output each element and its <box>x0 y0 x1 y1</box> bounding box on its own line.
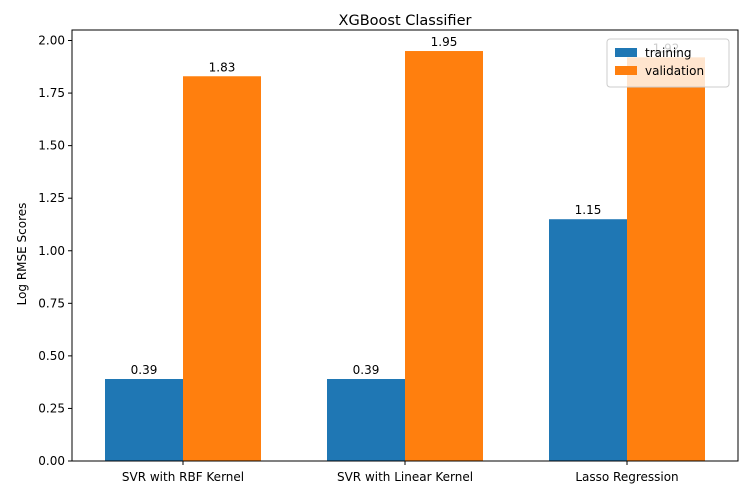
bar-value-label: 0.39 <box>353 363 380 377</box>
bar-training <box>327 379 405 461</box>
bar-value-label: 1.15 <box>575 203 602 217</box>
bar-validation <box>627 57 705 462</box>
plot-area: 0.00 0.25 0.50 0.75 1.00 1.25 1.50 1.75 2.00 0.39… <box>38 29 739 484</box>
plot-frame <box>71 29 739 462</box>
bar-training <box>549 219 627 461</box>
legend-box <box>606 38 730 88</box>
y-axis-label: Log RMSE Scores <box>15 203 29 306</box>
y-tick-label: 0.50 <box>38 349 65 363</box>
y-tick-label: 2.00 <box>38 34 65 48</box>
x-tick-label: SVR with Linear Kernel <box>337 470 473 484</box>
x-tick-label: Lasso Regression <box>575 470 678 484</box>
y-tick-label: 1.00 <box>38 244 65 258</box>
x-tick-label: SVR with RBF Kernel <box>122 470 244 484</box>
legend-swatch-training <box>615 48 637 57</box>
y-tick-label: 0.25 <box>38 401 65 415</box>
y-tick-label: 1.25 <box>38 191 65 205</box>
y-tick-label: 1.50 <box>38 139 65 153</box>
y-tick-label: 0.75 <box>38 296 65 310</box>
bar-validation <box>183 76 261 461</box>
legend-label-validation: validation <box>645 64 704 78</box>
bar-training <box>105 379 183 461</box>
chart-title: XGBoost Classifier <box>339 13 472 29</box>
bar-value-label: 1.83 <box>209 60 236 74</box>
y-tick-label: 1.75 <box>38 86 65 100</box>
bar-validation <box>405 51 483 462</box>
bar-value-label: 0.39 <box>131 363 158 377</box>
bar-value-label: 1.95 <box>431 35 458 49</box>
legend-label-training: training <box>645 46 692 60</box>
legend-swatch-validation <box>615 66 637 75</box>
y-tick-label: 0.00 <box>38 454 65 468</box>
